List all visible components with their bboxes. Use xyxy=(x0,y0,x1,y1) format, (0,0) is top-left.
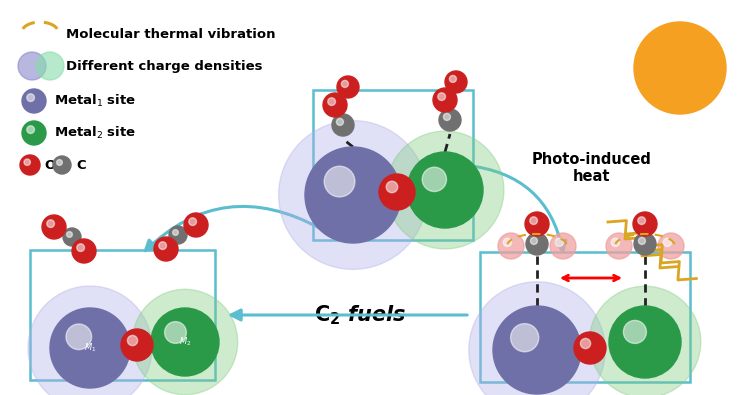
Circle shape xyxy=(450,75,456,83)
FancyArrowPatch shape xyxy=(145,206,321,251)
Text: Metal$_2$ site: Metal$_2$ site xyxy=(54,125,136,141)
Circle shape xyxy=(433,88,457,112)
Circle shape xyxy=(663,238,672,246)
Circle shape xyxy=(530,237,538,245)
Circle shape xyxy=(437,93,446,100)
Circle shape xyxy=(63,228,81,246)
Text: C: C xyxy=(76,158,86,171)
Circle shape xyxy=(341,81,349,87)
Circle shape xyxy=(24,159,30,166)
Text: Photo-induced
heat: Photo-induced heat xyxy=(532,152,652,184)
Circle shape xyxy=(172,229,178,235)
Circle shape xyxy=(658,233,684,259)
Circle shape xyxy=(638,217,645,224)
Text: Different charge densities: Different charge densities xyxy=(66,60,263,73)
Circle shape xyxy=(151,308,219,376)
Circle shape xyxy=(634,22,726,114)
Circle shape xyxy=(530,217,538,224)
Circle shape xyxy=(407,152,483,228)
Circle shape xyxy=(305,147,401,243)
Circle shape xyxy=(66,231,72,237)
Circle shape xyxy=(56,160,62,166)
Circle shape xyxy=(22,121,46,145)
Circle shape xyxy=(42,215,66,239)
Circle shape xyxy=(72,239,96,263)
Text: Metal$_1$ site: Metal$_1$ site xyxy=(54,93,136,109)
Circle shape xyxy=(66,324,92,350)
Circle shape xyxy=(47,220,54,228)
Circle shape xyxy=(36,52,64,80)
Circle shape xyxy=(121,329,153,361)
Circle shape xyxy=(639,237,645,245)
Circle shape xyxy=(159,242,166,250)
Circle shape xyxy=(337,118,343,126)
Circle shape xyxy=(386,131,504,249)
Circle shape xyxy=(323,93,347,117)
Circle shape xyxy=(154,237,178,261)
Circle shape xyxy=(550,233,576,259)
Text: $M_2$: $M_2$ xyxy=(178,336,191,348)
Circle shape xyxy=(555,238,563,246)
Circle shape xyxy=(469,282,605,395)
Bar xyxy=(313,90,473,240)
Bar xyxy=(480,252,690,382)
Circle shape xyxy=(574,332,606,364)
Text: $\mathbf{C_2}$ fuels: $\mathbf{C_2}$ fuels xyxy=(314,303,407,327)
Circle shape xyxy=(50,308,130,388)
Circle shape xyxy=(633,212,657,236)
Circle shape xyxy=(386,181,398,193)
Circle shape xyxy=(22,89,46,113)
Circle shape xyxy=(611,238,620,246)
Circle shape xyxy=(422,167,447,192)
FancyArrowPatch shape xyxy=(466,165,566,251)
Circle shape xyxy=(526,233,548,255)
Circle shape xyxy=(27,94,35,102)
Circle shape xyxy=(503,238,511,246)
Circle shape xyxy=(525,212,549,236)
Circle shape xyxy=(279,120,428,269)
Circle shape xyxy=(493,306,581,394)
Circle shape xyxy=(589,286,701,395)
Circle shape xyxy=(606,233,632,259)
Circle shape xyxy=(53,156,71,174)
Circle shape xyxy=(18,52,46,80)
Circle shape xyxy=(127,335,138,346)
Text: O: O xyxy=(44,158,55,171)
Circle shape xyxy=(325,166,355,197)
Bar xyxy=(30,250,215,380)
Text: $M_1$: $M_1$ xyxy=(84,342,96,354)
Circle shape xyxy=(444,113,450,120)
Circle shape xyxy=(445,71,467,93)
Circle shape xyxy=(581,339,590,349)
Circle shape xyxy=(165,322,186,343)
Circle shape xyxy=(623,320,646,343)
Circle shape xyxy=(189,218,197,226)
Circle shape xyxy=(77,244,84,252)
Circle shape xyxy=(511,324,538,352)
Circle shape xyxy=(634,233,656,255)
Circle shape xyxy=(439,109,461,131)
Circle shape xyxy=(133,289,238,395)
Circle shape xyxy=(328,98,336,105)
Circle shape xyxy=(169,226,187,244)
Circle shape xyxy=(609,306,681,378)
Text: Molecular thermal vibration: Molecular thermal vibration xyxy=(66,28,276,41)
Circle shape xyxy=(498,233,524,259)
Circle shape xyxy=(337,76,359,98)
Circle shape xyxy=(184,213,208,237)
Circle shape xyxy=(379,174,415,210)
Circle shape xyxy=(28,286,152,395)
Circle shape xyxy=(27,126,35,134)
Circle shape xyxy=(20,155,40,175)
Circle shape xyxy=(332,114,354,136)
